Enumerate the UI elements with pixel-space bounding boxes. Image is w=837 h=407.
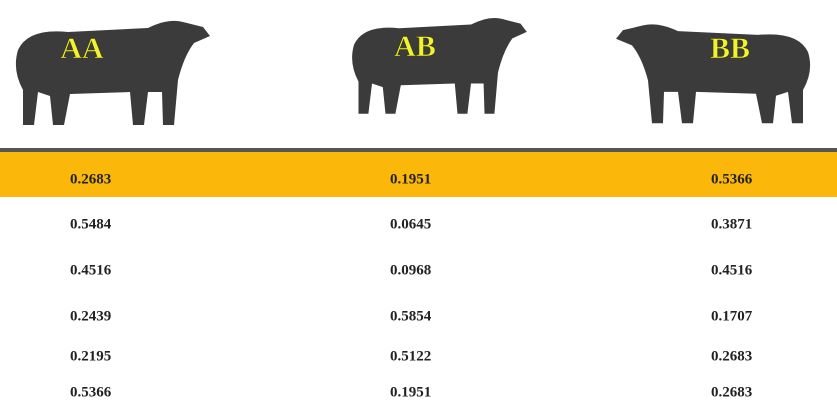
buffalo-ab — [352, 18, 527, 114]
table-cell: 0.1707 — [711, 309, 752, 326]
table-cell: 0.5854 — [390, 309, 431, 326]
page: AA AB BB 0.2683 0.1951 0.5366 0.5484 0.0645 0… — [0, 0, 837, 407]
table-cell: 0.4516 — [70, 263, 111, 280]
header-images: AA AB BB — [0, 0, 837, 150]
table-cell: 0.0968 — [390, 263, 431, 280]
table-cell: 0.2439 — [70, 309, 111, 326]
genotype-label: AA — [60, 32, 104, 65]
table-cell: 0.2683 — [711, 385, 752, 402]
table-cell: 0.4516 — [711, 263, 752, 280]
table-cell: 0.5122 — [390, 349, 431, 366]
table-cell: 0.0645 — [390, 217, 431, 234]
table-cell: 0.2683 — [70, 172, 111, 189]
genotype-label: BB — [710, 32, 750, 65]
table-cell: 0.5484 — [70, 217, 111, 234]
table-cell: 0.2683 — [711, 349, 752, 366]
table-cell: 0.5366 — [70, 385, 111, 402]
table-cell: 0.5366 — [711, 172, 752, 189]
table-cell: 0.1951 — [390, 172, 431, 189]
genotype-label: AB — [394, 30, 436, 63]
table-cell: 0.3871 — [711, 217, 752, 234]
buffalo-aa — [16, 21, 210, 125]
table-cell: 0.1951 — [390, 385, 431, 402]
table-cell: 0.2195 — [70, 349, 111, 366]
